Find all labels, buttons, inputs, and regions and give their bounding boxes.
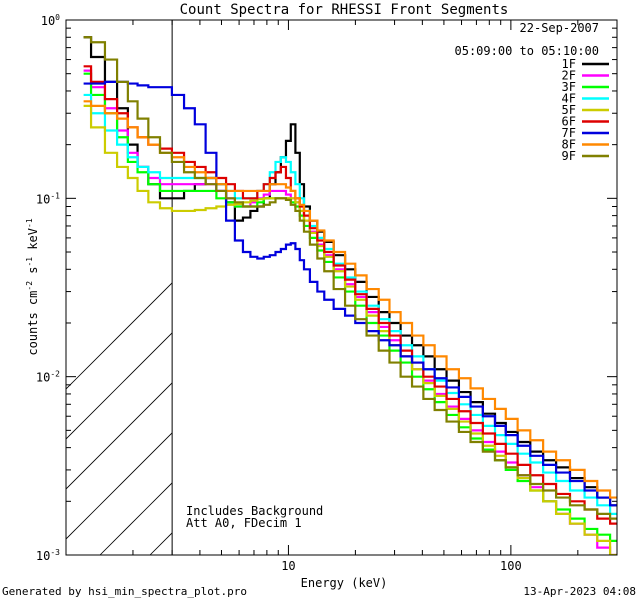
observation-time-range: 05:09:00 to 05:10:00 xyxy=(455,44,600,58)
annotation-background: Includes Background xyxy=(186,504,323,518)
y-axis-label: counts cm-2 s-1 keV-1 xyxy=(25,218,40,355)
series-7F xyxy=(83,80,617,507)
legend-label-8F: 8F xyxy=(562,138,576,152)
svg-text:counts cm-2 s-1 keV-1: counts cm-2 s-1 keV-1 xyxy=(25,218,40,355)
hatch-line xyxy=(66,432,173,540)
y-label-part: counts cm xyxy=(26,291,40,356)
y-tick-label: 100 xyxy=(41,13,60,28)
y-tick-label: 10-1 xyxy=(36,191,60,206)
footer-timestamp: 13-Apr-2023 04:08 xyxy=(523,585,636,598)
y-tick-base: 10 xyxy=(36,192,50,206)
legend-label-4F: 4F xyxy=(562,92,576,106)
hatch-line xyxy=(450,20,640,555)
chart-title: Count Spectra for RHESSI Front Segments xyxy=(180,2,509,18)
series-3F xyxy=(83,72,617,542)
plot-frame xyxy=(65,19,618,556)
legend-label-5F: 5F xyxy=(562,103,576,117)
annotation-attenuator: Att A0, FDecim 1 xyxy=(186,516,302,530)
x-tick-labels: 10 100 xyxy=(281,559,522,573)
y-tick-exponent: -2 xyxy=(50,370,60,379)
y-tick-base: 10 xyxy=(41,14,55,28)
series-layer xyxy=(83,36,617,555)
y-label-part: s xyxy=(26,267,40,281)
series-2F xyxy=(83,69,617,555)
y-tick-exponent: -3 xyxy=(50,548,60,557)
y-label-exp: -1 xyxy=(25,218,34,228)
legend-label-7F: 7F xyxy=(562,126,576,140)
legend-label-2F: 2F xyxy=(562,69,576,83)
series-4F xyxy=(83,93,617,515)
y-tick-base: 10 xyxy=(36,371,50,385)
hatch-line xyxy=(66,332,173,440)
y-tick-base: 10 xyxy=(36,549,50,563)
footer-generated-by: Generated by hsi_min_spectra_plot.pro xyxy=(2,585,247,598)
legend-label-6F: 6F xyxy=(562,115,576,129)
y-tick-label: 10-3 xyxy=(36,548,60,563)
hatch-line xyxy=(350,20,640,555)
y-tick-exponent: -1 xyxy=(50,191,60,200)
y-tick-exponent: 0 xyxy=(55,13,60,22)
x-axis-label: Energy (keV) xyxy=(301,576,388,590)
series-1F xyxy=(83,36,617,507)
series-9F xyxy=(83,36,617,520)
axis-ticks xyxy=(66,20,617,555)
y-label-exp: -2 xyxy=(25,281,34,291)
y-label-part: keV xyxy=(26,228,40,257)
hatched-region xyxy=(66,20,640,555)
x-tick-label: 10 xyxy=(281,559,295,573)
hatch-line xyxy=(66,382,173,490)
legend-label-1F: 1F xyxy=(562,57,576,71)
hatch-line xyxy=(66,282,173,390)
hatch-line xyxy=(600,20,640,555)
y-tick-label: 10-2 xyxy=(36,370,60,385)
series-8F xyxy=(83,100,617,499)
observation-date: 22-Sep-2007 xyxy=(520,21,599,35)
x-tick-label: 100 xyxy=(500,559,522,573)
legend-label-9F: 9F xyxy=(562,149,576,163)
y-label-exp: -1 xyxy=(25,257,34,267)
hatch-line xyxy=(250,20,640,555)
legend-label-3F: 3F xyxy=(562,80,576,94)
